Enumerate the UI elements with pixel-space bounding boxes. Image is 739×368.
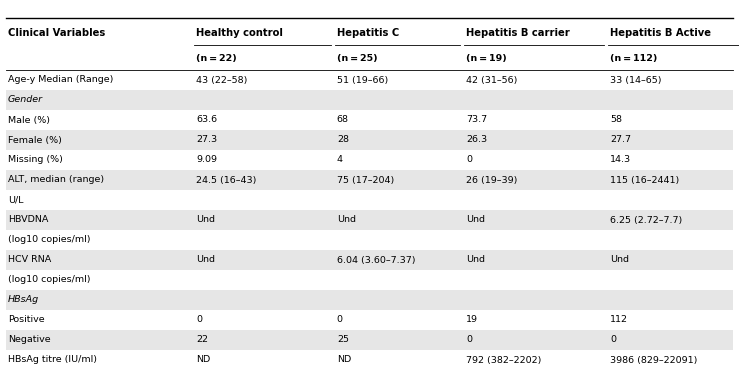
Text: HCV RNA: HCV RNA — [8, 255, 51, 265]
Text: 24.5 (16–43): 24.5 (16–43) — [197, 176, 257, 184]
Text: Positive: Positive — [8, 315, 44, 325]
Text: Und: Und — [337, 216, 356, 224]
Text: 63.6: 63.6 — [197, 116, 217, 124]
Text: 0: 0 — [337, 315, 343, 325]
Text: Age-y Median (Range): Age-y Median (Range) — [8, 75, 113, 85]
Text: 25: 25 — [337, 336, 349, 344]
Text: 75 (17–204): 75 (17–204) — [337, 176, 394, 184]
Text: 3986 (829–22091): 3986 (829–22091) — [610, 355, 698, 364]
Bar — [6, 210, 733, 230]
Text: Gender: Gender — [8, 96, 43, 105]
Text: 0: 0 — [197, 315, 202, 325]
Text: Hepatitis B carrier: Hepatitis B carrier — [466, 28, 570, 38]
Text: 6.25 (2.72–7.7): 6.25 (2.72–7.7) — [610, 216, 683, 224]
Text: Clinical Variables: Clinical Variables — [8, 28, 105, 38]
Bar — [6, 110, 733, 130]
Text: 28: 28 — [337, 135, 349, 145]
Bar — [6, 70, 733, 90]
Text: Und: Und — [466, 255, 486, 265]
Bar — [6, 290, 733, 310]
Text: (n = 112): (n = 112) — [610, 54, 658, 64]
Text: ALT, median (range): ALT, median (range) — [8, 176, 104, 184]
Text: Healthy control: Healthy control — [197, 28, 283, 38]
Text: HBVDNA: HBVDNA — [8, 216, 48, 224]
Text: 26 (19–39): 26 (19–39) — [466, 176, 517, 184]
Text: HBsAg: HBsAg — [8, 296, 39, 304]
Text: 43 (22–58): 43 (22–58) — [197, 75, 248, 85]
Text: (n = 22): (n = 22) — [197, 54, 237, 64]
Text: U/L: U/L — [8, 195, 24, 205]
Text: ND: ND — [337, 355, 351, 364]
Text: HBsAg titre (IU/ml): HBsAg titre (IU/ml) — [8, 355, 97, 364]
Bar — [6, 150, 733, 170]
Text: 112: 112 — [610, 315, 628, 325]
Text: 0: 0 — [466, 156, 472, 164]
Text: Und: Und — [466, 216, 486, 224]
Text: Und: Und — [197, 255, 216, 265]
Text: (n = 19): (n = 19) — [466, 54, 507, 64]
Text: 19: 19 — [466, 315, 478, 325]
Bar — [6, 190, 733, 210]
Text: 68: 68 — [337, 116, 349, 124]
Text: Negative: Negative — [8, 336, 51, 344]
Text: 33 (14–65): 33 (14–65) — [610, 75, 662, 85]
Bar — [6, 18, 733, 70]
Text: 14.3: 14.3 — [610, 156, 631, 164]
Text: 22: 22 — [197, 336, 208, 344]
Text: (n = 25): (n = 25) — [337, 54, 378, 64]
Text: (log10 copies/ml): (log10 copies/ml) — [8, 276, 90, 284]
Text: 58: 58 — [610, 116, 622, 124]
Bar — [6, 130, 733, 150]
Text: 115 (16–2441): 115 (16–2441) — [610, 176, 680, 184]
Text: 51 (19–66): 51 (19–66) — [337, 75, 388, 85]
Text: 42 (31–56): 42 (31–56) — [466, 75, 517, 85]
Text: 27.7: 27.7 — [610, 135, 631, 145]
Text: Und: Und — [197, 216, 216, 224]
Text: 73.7: 73.7 — [466, 116, 487, 124]
Text: 26.3: 26.3 — [466, 135, 487, 145]
Bar — [6, 310, 733, 330]
Text: ND: ND — [197, 355, 211, 364]
Text: 792 (382–2202): 792 (382–2202) — [466, 355, 542, 364]
Bar — [6, 90, 733, 110]
Bar — [6, 170, 733, 190]
Text: Missing (%): Missing (%) — [8, 156, 63, 164]
Text: 27.3: 27.3 — [197, 135, 217, 145]
Text: 6.04 (3.60–7.37): 6.04 (3.60–7.37) — [337, 255, 415, 265]
Text: Hepatitis B Active: Hepatitis B Active — [610, 28, 711, 38]
Text: (log10 copies/ml): (log10 copies/ml) — [8, 236, 90, 244]
Text: 0: 0 — [610, 336, 616, 344]
Bar — [6, 250, 733, 270]
Text: Female (%): Female (%) — [8, 135, 62, 145]
Text: 4: 4 — [337, 156, 343, 164]
Text: Hepatitis C: Hepatitis C — [337, 28, 399, 38]
Text: Male (%): Male (%) — [8, 116, 50, 124]
Text: Und: Und — [610, 255, 630, 265]
Bar — [6, 350, 733, 368]
Text: 9.09: 9.09 — [197, 156, 217, 164]
Bar — [6, 230, 733, 250]
Bar — [6, 270, 733, 290]
Bar — [6, 330, 733, 350]
Text: 0: 0 — [466, 336, 472, 344]
